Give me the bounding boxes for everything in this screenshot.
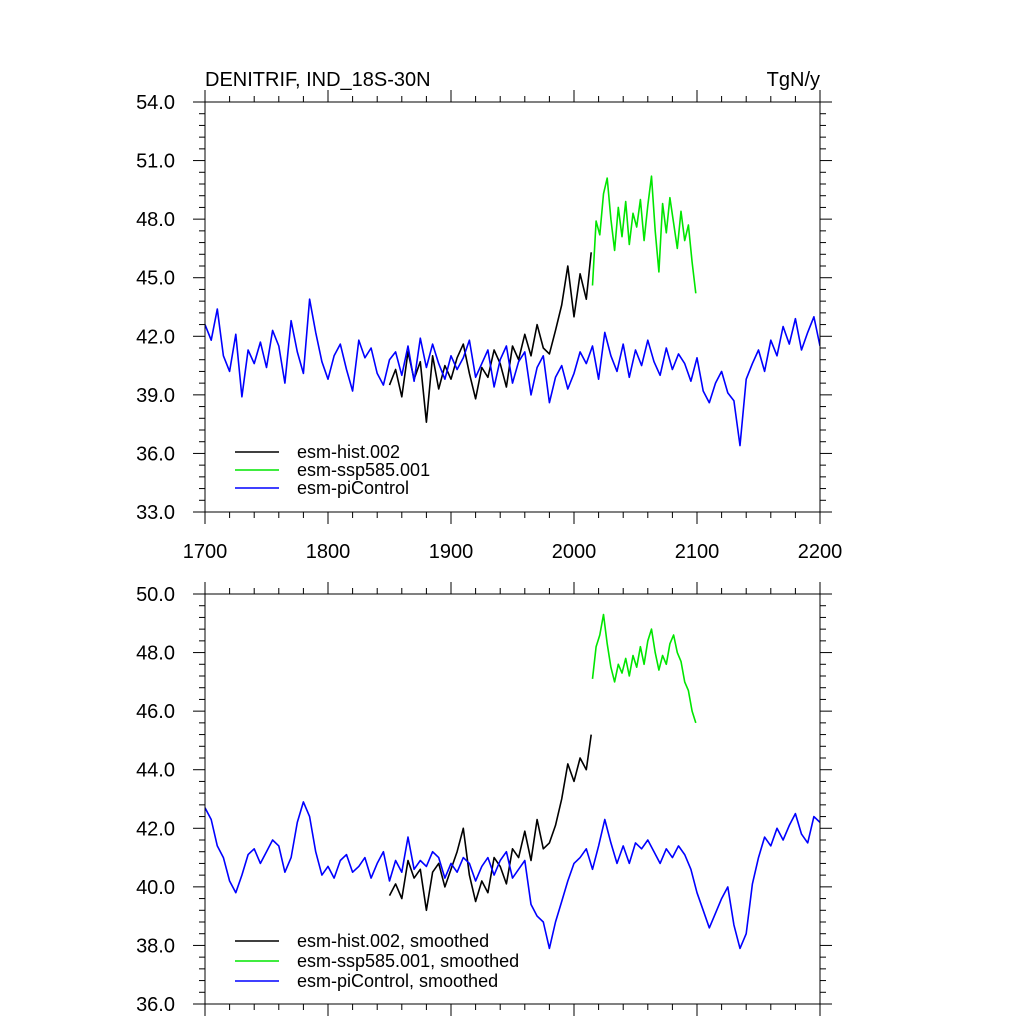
y-tick-label: 40.0 (136, 877, 175, 899)
series-line-2-1 (388, 734, 592, 912)
y-tick-label: 51.0 (136, 151, 175, 173)
series-line-1-3 (205, 298, 820, 447)
y-tick-label: 54.0 (136, 92, 175, 114)
y-tick-label: 38.0 (136, 935, 175, 957)
legend-label: esm-ssp585.001, smoothed (297, 951, 519, 971)
legend-label: esm-piControl (297, 478, 409, 498)
y-tick-label: 44.0 (136, 760, 175, 782)
series-line-1-1 (388, 252, 592, 423)
y-tick-label: 36.0 (136, 994, 175, 1016)
y-tick-label: 36.0 (136, 443, 175, 465)
legend-label: esm-ssp585.001 (297, 460, 430, 480)
series-line-2-3 (205, 801, 820, 950)
legend-label: esm-hist.002 (297, 442, 400, 462)
x-tick-label: 1700 (183, 541, 228, 563)
y-tick-label: 48.0 (136, 643, 175, 665)
plot-frame-2 (204, 593, 821, 1005)
y-tick-label: 48.0 (136, 209, 175, 231)
chart-panel-1: 33.0 36.0 39.0 42.0 45.0 48.0 51.0 54.0 1700 1800… (136, 69, 842, 563)
series-line-1-2 (591, 175, 697, 294)
y-tick-label: 42.0 (136, 326, 175, 348)
y-tick-label: 50.0 (136, 584, 175, 606)
x-tick-label: 2100 (675, 541, 720, 563)
y-tick-label: 42.0 (136, 818, 175, 840)
legend-label: esm-hist.002, smoothed (297, 931, 489, 951)
legend-label: esm-piControl, smoothed (297, 971, 498, 991)
x-tick-label: 1900 (429, 541, 474, 563)
y-tick-label: 33.0 (136, 502, 175, 524)
x-tick-label: 2000 (552, 541, 597, 563)
y-tick-label: 45.0 (136, 268, 175, 290)
chart-title: DENITRIF, IND_18S-30N (205, 69, 431, 91)
x-tick-label: 2200 (798, 541, 843, 563)
plot-frame-1 (204, 101, 821, 513)
y-tick-label: 46.0 (136, 701, 175, 723)
x-tick-label: 1800 (306, 541, 351, 563)
y-tick-label: 39.0 (136, 385, 175, 407)
units-label: TgN/y (767, 69, 820, 91)
chart-panel-2: 36.0 38.0 40.0 42.0 44.0 46.0 48.0 50.0 esm-hist… (136, 582, 832, 1016)
series-line-2-2 (591, 613, 697, 724)
